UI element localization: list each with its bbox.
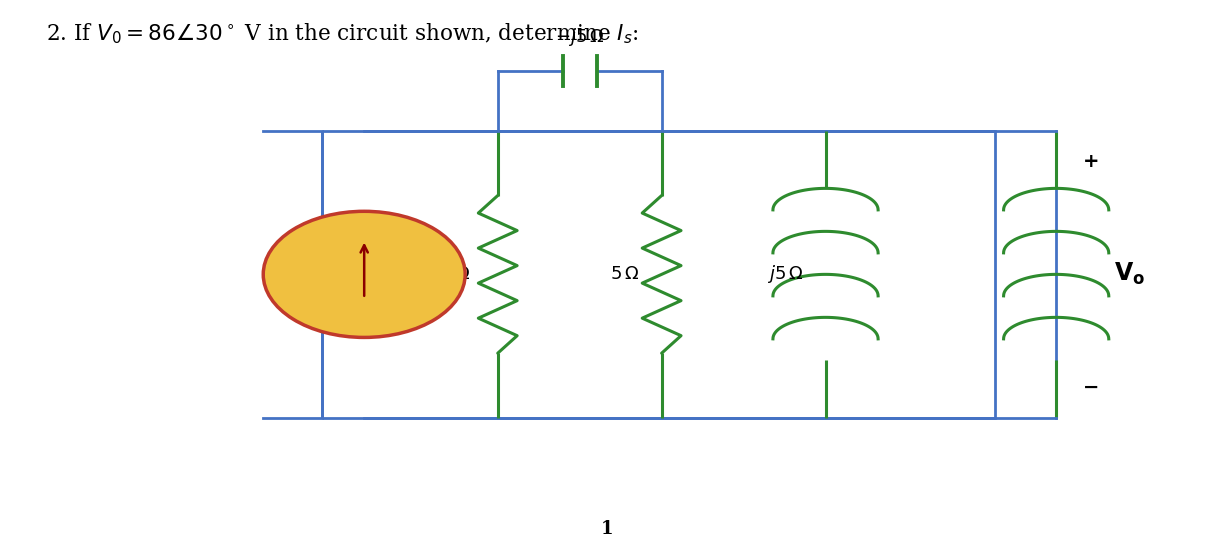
Text: 1: 1: [601, 520, 613, 537]
Text: $5\,\Omega$: $5\,\Omega$: [611, 265, 640, 283]
Text: $\mathbf{I_s}$: $\mathbf{I_s}$: [284, 263, 304, 286]
Text: 2. If $V_0 = 86\angle 30^\circ$ V in the circuit shown, determine $I_s$:: 2. If $V_0 = 86\angle 30^\circ$ V in the…: [46, 22, 639, 46]
Text: $-j5\,\Omega$: $-j5\,\Omega$: [555, 26, 605, 48]
Text: $j5\,\Omega$: $j5\,\Omega$: [767, 263, 804, 286]
Text: +: +: [1083, 152, 1100, 170]
Text: $\mathbf{V_o}$: $\mathbf{V_o}$: [1114, 262, 1146, 287]
Ellipse shape: [263, 211, 465, 337]
Text: $10\,\Omega$: $10\,\Omega$: [430, 265, 471, 283]
Text: −: −: [1083, 378, 1099, 397]
